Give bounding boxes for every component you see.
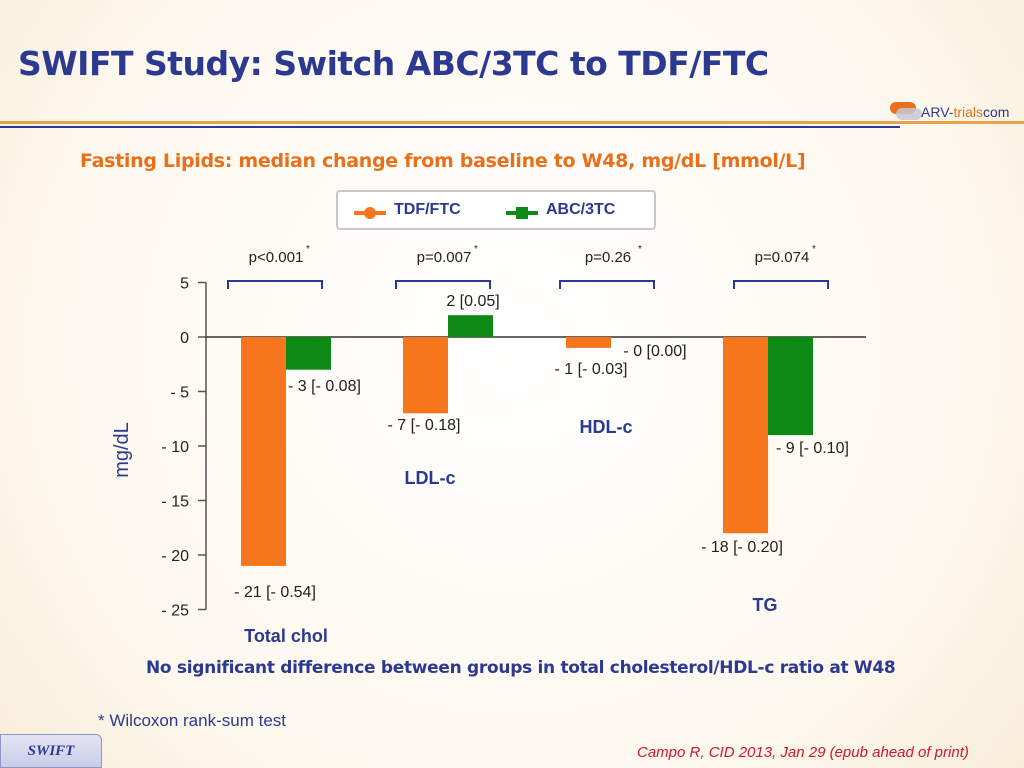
- y-tick-label: 5: [180, 276, 189, 293]
- slide-title: SWIFT Study: Switch ABC/3TC to TDF/FTC: [18, 44, 769, 83]
- p-value-asterisk: *: [638, 244, 642, 255]
- y-tick-label: 0: [180, 330, 189, 347]
- y-axis-label: mg/dL: [111, 422, 133, 478]
- bar-value-label: - 18 [- 0.20]: [701, 539, 783, 556]
- bar-value-label: 2 [0.05]: [446, 293, 499, 310]
- footnote: * Wilcoxon rank-sum test: [98, 711, 286, 730]
- p-value-label: p=0.074: [755, 249, 810, 266]
- category-label: Total chol: [244, 626, 328, 646]
- arv-trials-logo-text: ARV-trialscom: [921, 104, 1010, 120]
- bar-value-label: - 9 [- 0.10]: [776, 440, 849, 457]
- p-value-label: p<0.001: [249, 249, 304, 266]
- category-label: TG: [753, 595, 778, 615]
- bar-abc-3tc: [286, 337, 331, 370]
- legend-label-tdf-ftc: TDF/FTC: [394, 201, 461, 218]
- bar-tdf-ftc: [241, 337, 286, 566]
- bar-tdf-ftc: [566, 337, 611, 348]
- p-value-asterisk: *: [306, 244, 310, 255]
- bar-value-label: - 0 [0.00]: [623, 343, 686, 360]
- title-rule-blue: [0, 126, 900, 128]
- y-tick-label: - 15: [161, 494, 189, 511]
- title-rule-orange-right: [900, 121, 1024, 124]
- citation: Campo R, CID 2013, Jan 29 (epub ahead of…: [637, 744, 969, 761]
- p-value-label: p=0.007: [417, 249, 472, 266]
- bar-tdf-ftc: [723, 337, 768, 534]
- bar-value-label: - 7 [- 0.18]: [388, 417, 461, 434]
- tdf-ftc-legend-marker-icon: [354, 207, 386, 219]
- y-tick-label: - 5: [170, 385, 189, 402]
- arv-trials-logo-icon: [890, 102, 922, 120]
- abc-3tc-legend-marker-icon: [506, 207, 538, 219]
- y-tick-label: - 10: [161, 439, 189, 456]
- p-value-asterisk: *: [812, 244, 816, 255]
- p-value-asterisk: *: [474, 244, 478, 255]
- category-label: LDL-c: [405, 468, 456, 488]
- p-value-bracket: [559, 280, 655, 289]
- p-value-bracket: [733, 280, 829, 289]
- p-value-bracket: [227, 280, 323, 289]
- bar-value-label: - 3 [- 0.08]: [288, 378, 361, 395]
- study-tag: SWIFT: [0, 734, 102, 768]
- bar-tdf-ftc: [403, 337, 448, 414]
- category-label: HDL-c: [580, 417, 633, 437]
- conclusion-note: No significant difference between groups…: [146, 658, 896, 678]
- chart-legend: TDF/FTC ABC/3TC: [336, 190, 656, 230]
- bar-value-label: - 21 [- 0.54]: [234, 584, 316, 601]
- p-value-bracket: [395, 280, 491, 289]
- bar-abc-3tc: [448, 315, 493, 337]
- legend-label-abc-3tc: ABC/3TC: [546, 201, 616, 218]
- chart-subtitle: Fasting Lipids: median change from basel…: [80, 150, 806, 172]
- y-tick-label: - 20: [161, 548, 189, 565]
- bar-value-label: - 1 [- 0.03]: [555, 361, 628, 378]
- bar-abc-3tc: [768, 337, 813, 436]
- title-rule-orange: [0, 121, 900, 124]
- p-value-label: p=0.26: [585, 249, 631, 266]
- y-tick-label: - 25: [161, 603, 189, 620]
